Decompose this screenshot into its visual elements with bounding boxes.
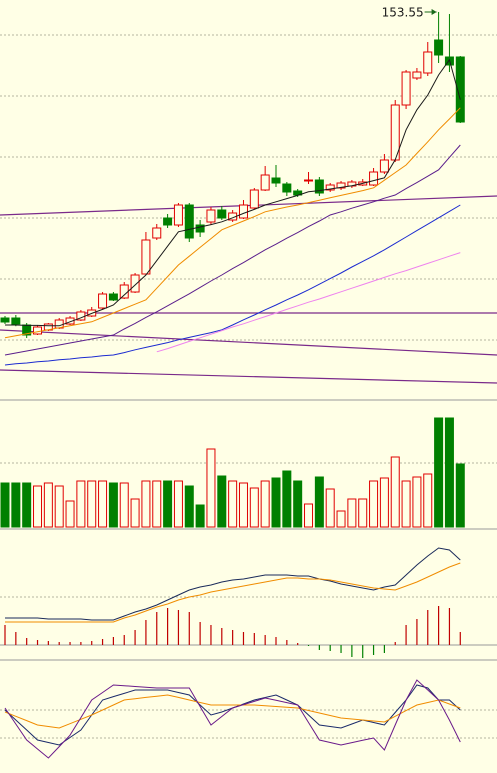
candle-body [434,39,444,56]
candle-body [271,177,281,184]
kdj-line [4,694,461,729]
volume-bar [423,473,433,528]
volume-bar [401,480,411,528]
volume-bar [249,487,259,528]
volume-bar [336,510,346,528]
candle-body [401,71,411,106]
candle-body [141,239,151,275]
moving-average-line [4,144,461,356]
volume-bar [379,477,389,528]
volume-bar [98,480,108,528]
candle-body [217,209,227,219]
candle-body [0,317,10,323]
candle-body [184,204,194,239]
volume-bar [260,480,270,528]
candle-body [369,171,379,186]
candle-body [206,209,216,223]
moving-average-line [4,107,461,339]
volume-bar [65,500,75,528]
candle-body [11,317,21,325]
volume-bar [358,498,368,528]
candle-body [130,274,140,293]
high-price-label: 153.55 [382,6,424,20]
volume-bar [76,480,86,528]
volume-bar [434,417,444,528]
trend-line [0,369,497,384]
volume-bar [444,417,454,528]
volume-bar [54,485,64,528]
candle-body [108,293,118,301]
moving-average-line [5,58,461,327]
volume-bar [347,498,357,528]
volume-bar [412,476,422,528]
volume-bar [43,482,53,528]
volume-bar [141,480,151,528]
grid [0,34,497,739]
volume-bar [282,470,292,528]
candle-body [304,179,314,182]
candle-body [314,179,324,194]
candle-body [249,189,259,209]
candle-body [260,174,270,191]
moving-average-line [4,204,461,366]
volume-bar [455,463,465,528]
volume-bar [119,482,129,528]
candle-body [325,184,335,191]
candle-body [173,204,183,226]
trend-line [0,329,497,356]
candle-body [423,51,433,74]
annotation-arrow [431,9,437,15]
candle-body [119,284,129,299]
volume-bar [369,480,379,528]
candle-body [455,56,465,123]
volume-bar [11,482,21,528]
volume-bar [184,485,194,528]
candle-body [379,159,389,173]
volume-bar [87,480,97,528]
macd-line [5,562,461,623]
volume-bar [206,448,216,528]
volume-bar [108,482,118,528]
candle-body [152,227,162,239]
volume-bar [163,480,173,528]
volume-bar [390,456,400,528]
candle-body [98,293,108,309]
volume-bar [271,477,281,528]
volume-bar [228,480,238,528]
volume-bar [130,498,140,528]
kdj-line [4,679,461,759]
volume-bar [195,504,205,528]
volume-bar [152,480,162,528]
candle-body [163,217,173,226]
volume-bar [0,482,10,528]
volume-bar [293,480,303,528]
moving-average-line [156,252,461,353]
trend-line [0,195,497,216]
volume-bar [173,480,183,528]
volume-bar [314,476,324,528]
candle-body [65,317,75,325]
volume-bar [304,503,314,528]
volume-bar [238,482,248,528]
candle-body [33,326,43,335]
candle-body [412,71,422,79]
candle-body [282,183,292,193]
volume-bar [325,488,335,528]
volume-bar [217,475,227,528]
macd-line [5,547,461,621]
volume-bar [22,482,32,528]
candle-body [336,182,346,189]
candle-body [195,224,205,233]
candle-body [238,204,248,219]
volume-bar [33,485,43,528]
